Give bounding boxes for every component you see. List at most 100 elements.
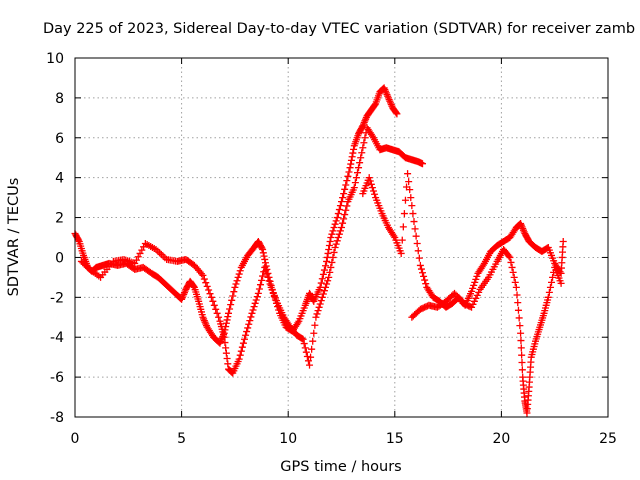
data-point — [248, 309, 256, 317]
data-point — [329, 253, 337, 261]
data-point — [178, 295, 186, 303]
data-point — [356, 159, 364, 167]
data-point — [247, 313, 255, 321]
data-point — [240, 335, 248, 343]
data-point — [346, 164, 354, 172]
data-point — [519, 225, 527, 233]
data-point — [223, 354, 231, 362]
data-point — [254, 289, 262, 297]
data-point — [341, 211, 349, 219]
data-point — [245, 320, 253, 328]
data-point — [517, 220, 525, 228]
data-point — [360, 139, 368, 147]
data-point — [199, 313, 207, 321]
data-point — [224, 313, 232, 321]
data-point — [331, 243, 339, 251]
data-point — [300, 340, 308, 348]
data-point — [234, 273, 242, 281]
data-point — [469, 300, 477, 308]
data-point — [180, 289, 188, 297]
data-point — [390, 232, 398, 240]
data-point — [419, 269, 427, 277]
data-point — [407, 194, 415, 202]
x-tick-label: 15 — [386, 431, 404, 447]
data-point — [360, 120, 368, 128]
data-point — [228, 296, 236, 304]
y-tick-label: 0 — [55, 250, 64, 266]
data-point — [205, 286, 213, 294]
data-point — [156, 249, 164, 257]
series-track-c — [359, 170, 567, 311]
data-point — [505, 252, 513, 260]
data-point — [325, 273, 333, 281]
data-point — [233, 277, 241, 285]
data-point — [322, 262, 330, 270]
data-point — [545, 288, 553, 296]
data-point — [342, 181, 350, 189]
data-point — [352, 174, 360, 182]
data-point — [330, 248, 338, 256]
data-point — [225, 309, 233, 317]
data-point — [405, 178, 413, 186]
data-point — [222, 349, 230, 357]
data-point — [556, 268, 564, 276]
data-point — [421, 276, 429, 284]
y-tick-label: 6 — [55, 131, 64, 147]
data-point — [357, 154, 365, 162]
data-point — [365, 174, 373, 182]
data-point — [306, 361, 314, 369]
data-point — [209, 297, 217, 305]
data-point — [249, 306, 257, 314]
data-point — [298, 335, 306, 343]
data-point — [471, 278, 479, 286]
data-point — [361, 134, 369, 142]
data-point — [136, 249, 144, 257]
data-point — [472, 275, 480, 283]
data-point — [368, 132, 376, 140]
data-point — [336, 227, 344, 235]
data-point — [258, 244, 266, 252]
data-point — [304, 357, 312, 365]
data-point — [338, 198, 345, 206]
data-point — [261, 263, 269, 271]
data-point — [408, 202, 416, 210]
data-point — [256, 281, 264, 289]
data-point — [294, 319, 302, 327]
data-point — [330, 224, 338, 232]
data-point — [335, 206, 343, 214]
data-point — [202, 320, 210, 328]
data-point — [517, 329, 525, 337]
data-point — [415, 254, 423, 262]
data-point — [359, 122, 367, 130]
y-tick-label: -4 — [50, 330, 64, 346]
data-point — [235, 270, 243, 278]
data-point — [212, 305, 220, 313]
data-point — [318, 275, 326, 283]
data-point — [368, 184, 376, 192]
data-point — [341, 185, 349, 193]
data-point — [227, 301, 235, 309]
data-point — [202, 279, 210, 287]
data-point — [266, 280, 274, 288]
data-point — [313, 310, 321, 318]
data-point — [548, 278, 556, 286]
x-tick-label: 5 — [177, 431, 186, 447]
data-point — [514, 306, 522, 314]
data-point — [518, 223, 526, 231]
data-point — [507, 258, 515, 266]
series-track-a — [71, 84, 401, 347]
data-point — [342, 206, 350, 214]
data-point — [362, 115, 370, 123]
data-point — [506, 253, 514, 261]
data-point — [387, 101, 395, 109]
data-point — [180, 290, 188, 298]
data-point — [384, 94, 392, 102]
data-point — [325, 241, 333, 249]
data-point — [159, 252, 167, 260]
data-point — [217, 338, 225, 346]
y-tick-label: -6 — [50, 370, 64, 386]
data-point — [320, 266, 328, 274]
data-point — [416, 261, 424, 269]
data-point — [470, 297, 478, 305]
data-point — [216, 339, 224, 347]
